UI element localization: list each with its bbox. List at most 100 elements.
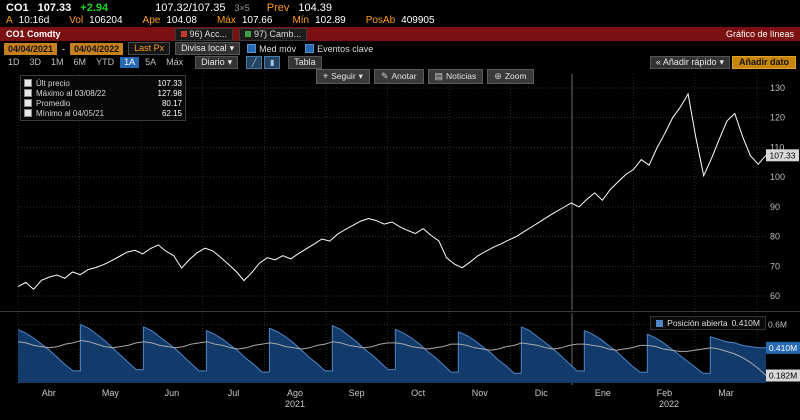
legend-label: Máximo al 03/08/22 — [36, 88, 106, 98]
zoom-label: Zoom — [504, 71, 527, 81]
bar-chart-icon: ▮ — [269, 57, 275, 67]
chevron-down-icon: ▾ — [229, 43, 235, 53]
key-events-toggle[interactable]: Eventos clave — [303, 44, 375, 54]
add-data-button[interactable]: Añadir dato — [731, 55, 796, 69]
line-chart-icon: ╱ — [251, 57, 257, 67]
panel-divider — [0, 311, 800, 312]
legend-value: 62.15 — [161, 108, 182, 118]
open-value: 104.08 — [166, 15, 197, 26]
low-label: Mín — [292, 15, 310, 26]
price-axis-tick-label: 130 — [770, 83, 785, 93]
open-interest-badge: 0.410M — [766, 341, 800, 354]
actions-menu-button[interactable]: 96) Acc... — [174, 27, 234, 41]
follow-button[interactable]: ⌖ Seguir ▾ — [316, 69, 370, 84]
legend-row-average[interactable]: Promedio 80.17 — [24, 98, 182, 108]
range-3d[interactable]: 3D — [29, 56, 42, 67]
open-label: Ape — [142, 15, 161, 26]
last-price-badge: 107.33 — [766, 149, 799, 162]
legend-row-low[interactable]: Mínimo al 04/05/21 62.15 — [24, 108, 182, 118]
open-interest-chart[interactable]: 0.6M 0.410M 0.182M — [0, 312, 800, 386]
date-range-dash: - — [62, 43, 66, 54]
moving-average-checkbox[interactable] — [247, 44, 257, 53]
line-chart-type-button[interactable]: ╱ — [246, 55, 263, 69]
compare-menu-label: 97) Camb... — [254, 28, 302, 39]
bar-chart-type-button[interactable]: ▮ — [264, 55, 281, 69]
crosshair-icon: ⌖ — [323, 71, 329, 81]
legend-row-high[interactable]: Máximo al 03/08/22 127.98 — [24, 88, 182, 98]
checkbox-icon[interactable] — [24, 79, 32, 87]
svg-text:0.182M: 0.182M — [769, 371, 797, 381]
x-axis-month-label: Nov — [471, 388, 488, 398]
open-interest-legend[interactable]: Posición abierta 0.410M — [650, 316, 766, 330]
table-button[interactable]: Tabla — [288, 55, 322, 69]
date-to-input[interactable]: 04/04/2022 — [70, 42, 124, 55]
x-axis-month-labels: Abr May Jun Jul Ago Sep Oct Nov Dic Ene Feb Mar — [0, 388, 800, 399]
vol-label: Vol — [69, 15, 84, 26]
price-legend-box: Últ precio 107.33 Máximo al 03/08/22 127… — [20, 75, 186, 121]
checkbox-icon[interactable] — [24, 99, 32, 107]
x-axis-month-label: May — [101, 388, 119, 398]
x-axis-year-label: 2022 — [659, 399, 680, 409]
moving-average-toggle[interactable]: Med móv — [245, 44, 298, 54]
zoom-button[interactable]: ⊕ Zoom — [487, 69, 534, 84]
range-ytd[interactable]: YTD — [96, 56, 115, 67]
price-axis-tick-label: 100 — [770, 172, 785, 182]
currency-select[interactable]: Divisa local ▾ — [175, 42, 241, 55]
prev-label: Prev — [266, 2, 290, 14]
legend-label: Promedio — [36, 98, 71, 108]
price-change: +2.94 — [80, 2, 109, 14]
x-axis-month-label: Ene — [594, 388, 611, 398]
x-axis-month-label: Abr — [41, 388, 56, 398]
svg-text:107.33: 107.33 — [770, 150, 796, 160]
range-1d[interactable]: 1D — [8, 56, 20, 67]
bid-ask: 107.32/107.35 — [155, 2, 226, 14]
open-interest-line — [17, 324, 766, 374]
date-from-input[interactable]: 04/04/2021 — [4, 42, 58, 55]
news-icon: ▤ — [434, 71, 444, 81]
open-interest-area — [18, 324, 766, 383]
chevron-down-icon: ▾ — [227, 56, 233, 67]
checkbox-icon[interactable] — [24, 89, 32, 97]
x-axis-month-label: Jul — [227, 388, 240, 398]
legend-label: Últ precio — [36, 78, 70, 88]
range-max[interactable]: Máx — [166, 56, 184, 67]
chart-toolbar: ⌖ Seguir ▾ ✎ Anotar ▤ Noticias ⊕ Zoom — [316, 69, 534, 84]
legend-value: 127.98 — [157, 88, 182, 98]
key-events-checkbox[interactable] — [305, 44, 315, 53]
legend-value: 107.33 — [157, 78, 182, 88]
legend-row-last[interactable]: Últ precio 107.33 — [24, 78, 182, 88]
price-field-select[interactable]: Last Px — [128, 42, 171, 55]
panel-header: CO1 Comdty 96) Acc... 97) Camb... Gráfic… — [0, 27, 800, 41]
range-bar: 1D 3D 1M 6M YTD 1A 5A Máx Diario ▾ ╱ ▮ T… — [0, 55, 800, 69]
x-axis-month-label: Mar — [718, 388, 734, 398]
quick-add-label: « Añadir rápido — [655, 56, 717, 67]
compare-icon — [245, 31, 252, 37]
range-1m[interactable]: 1M — [51, 56, 64, 67]
ticker-symbol: CO1 — [6, 2, 29, 14]
legend-label: Mínimo al 04/05/21 — [36, 108, 105, 118]
ticker-line-2: A 10:16d Vol 106204 Ape 104.08 Máx 107.6… — [6, 15, 435, 26]
period-select[interactable]: Diario ▾ — [195, 55, 239, 69]
zoom-icon: ⊕ — [494, 71, 502, 81]
chevron-down-icon: ▾ — [719, 56, 724, 67]
follow-label: Seguir — [331, 71, 356, 81]
quick-add-button[interactable]: « Añadir rápido ▾ — [649, 55, 730, 69]
table-button-label: Tabla — [294, 56, 316, 67]
legend-value: 80.17 — [161, 98, 182, 108]
x-axis-month-label: Jun — [164, 388, 180, 398]
period-label: Diario — [201, 56, 225, 67]
open-interest-legend-label: Posición abierta — [667, 318, 728, 328]
annotate-button[interactable]: ✎ Anotar — [373, 69, 424, 84]
open-interest-legend-value: 0.410M — [731, 318, 760, 328]
compare-menu-button[interactable]: 97) Camb... — [239, 27, 308, 41]
vol-value: 106204 — [89, 15, 123, 26]
range-1y-selected[interactable]: 1A — [120, 56, 140, 68]
news-button[interactable]: ▤ Noticias — [427, 69, 484, 84]
annotate-label: Anotar — [391, 71, 417, 81]
time-value: 10:16d — [18, 15, 50, 26]
range-6m[interactable]: 6M — [73, 56, 87, 67]
range-5y[interactable]: 5A — [145, 56, 157, 67]
checkbox-icon[interactable] — [24, 109, 32, 117]
x-axis-month-label: Feb — [656, 388, 673, 398]
